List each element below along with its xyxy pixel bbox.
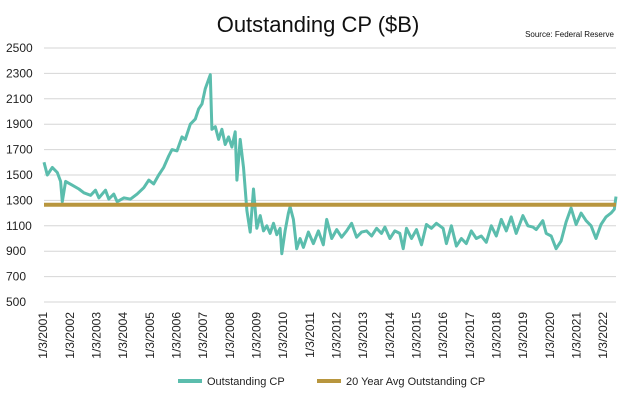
- chart-source: Source: Federal Reserve: [525, 30, 614, 39]
- chart-title: Outstanding CP ($B): [217, 12, 420, 37]
- x-tick-label: 1/3/2001: [36, 312, 50, 359]
- y-tick-label: 2500: [6, 41, 33, 55]
- legend: Outstanding CP 20 Year Avg Outstanding CP: [178, 376, 485, 388]
- x-tick-label: 1/3/2013: [356, 312, 370, 359]
- x-tick-label: 1/3/2007: [196, 312, 210, 359]
- x-tick-label: 1/3/2022: [596, 312, 610, 359]
- x-axis: 1/3/2001 1/3/2002 1/3/2003 1/3/2004 1/3/2005…: [36, 312, 610, 359]
- legend-label: 20 Year Avg Outstanding CP: [346, 376, 485, 388]
- series-group: [42, 73, 618, 256]
- y-tick-label: 1900: [6, 117, 33, 131]
- y-tick-label: 2100: [6, 92, 33, 106]
- x-tick-label: 1/3/2015: [410, 312, 424, 359]
- y-axis: 500 700 900 1100 1300 1500 1700 1900 2100 2300 250…: [6, 41, 33, 309]
- y-tick-label: 1700: [6, 143, 33, 157]
- y-tick-label: 1300: [6, 193, 33, 207]
- x-tick-label: 1/3/2004: [116, 312, 130, 359]
- x-tick-label: 1/3/2014: [383, 312, 397, 359]
- y-tick-label: 700: [6, 270, 26, 284]
- x-tick-label: 1/3/2002: [63, 312, 77, 359]
- legend-label: Outstanding CP: [207, 376, 285, 388]
- x-tick-label: 1/3/2010: [276, 312, 290, 359]
- y-tick-label: 1500: [6, 168, 33, 182]
- x-tick-label: 1/3/2005: [143, 312, 157, 359]
- x-tick-label: 1/3/2003: [90, 312, 104, 359]
- x-tick-label: 1/3/2019: [516, 312, 530, 359]
- y-tick-label: 500: [6, 295, 26, 309]
- x-tick-label: 1/3/2021: [570, 312, 584, 359]
- y-tick-label: 2300: [6, 66, 33, 80]
- x-tick-label: 1/3/2016: [436, 312, 450, 359]
- series-line-outstanding-cp: [42, 73, 618, 256]
- x-tick-label: 1/3/2017: [463, 312, 477, 359]
- x-tick-label: 1/3/2020: [543, 312, 557, 359]
- x-tick-label: 1/3/2018: [490, 312, 504, 359]
- x-tick-label: 1/3/2009: [250, 312, 264, 359]
- x-tick-label: 1/3/2008: [223, 312, 237, 359]
- y-tick-label: 900: [6, 244, 26, 258]
- x-tick-label: 1/3/2006: [170, 312, 184, 359]
- grid: [44, 47, 616, 303]
- x-tick-label: 1/3/2012: [330, 312, 344, 359]
- y-tick-label: 1100: [6, 219, 32, 233]
- x-tick-label: 1/3/2011: [303, 312, 317, 358]
